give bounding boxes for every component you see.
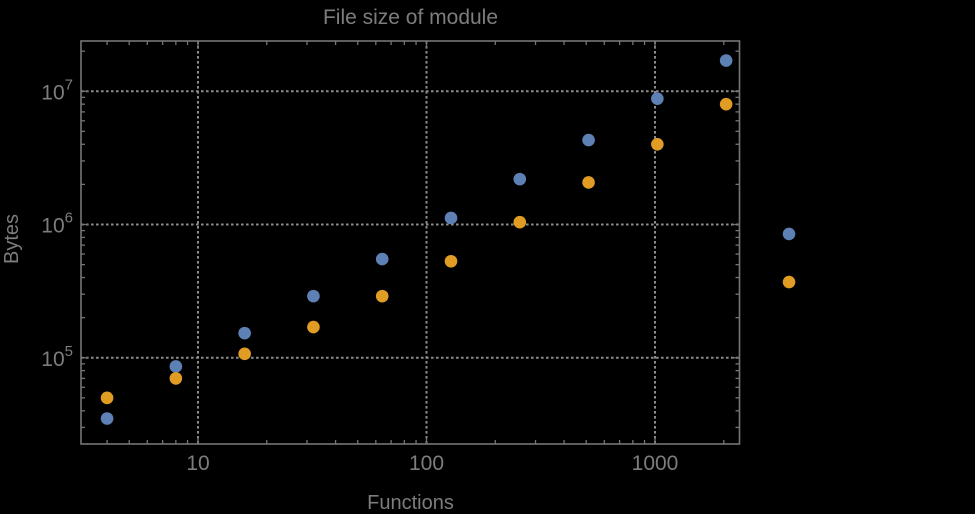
y-tick-label-10^7: 107	[41, 76, 73, 104]
data-point-series-blue	[444, 211, 458, 225]
data-point-series-blue	[782, 227, 796, 241]
x-tick-label-1000: 1000	[632, 452, 679, 475]
data-point-series-orange	[782, 275, 796, 289]
data-point-series-orange	[582, 176, 595, 189]
data-point-series-blue	[582, 133, 595, 147]
data-point-series-blue	[100, 412, 114, 425]
data-point-series-orange	[375, 289, 389, 303]
data-point-series-orange	[307, 320, 320, 334]
data-point-series-orange	[169, 372, 183, 385]
data-point-series-orange	[238, 347, 251, 361]
x-tick-label-10: 10	[186, 452, 209, 475]
data-point-series-orange	[444, 254, 458, 268]
data-point-series-blue	[719, 54, 733, 67]
plot-frame	[80, 40, 741, 445]
data-point-series-blue	[307, 289, 320, 303]
data-point-series-orange	[719, 97, 733, 111]
data-point-series-blue	[169, 360, 183, 373]
y-tick-label-10^5: 105	[41, 343, 73, 371]
data-point-series-blue	[513, 172, 527, 186]
chart-title: File size of module	[322, 6, 499, 29]
data-point-series-blue	[375, 252, 389, 266]
y-tick-label-10^6: 106	[41, 210, 73, 238]
data-point-series-blue	[651, 92, 664, 105]
x-tick-label-100: 100	[409, 452, 444, 475]
data-point-series-orange	[100, 391, 114, 405]
data-point-series-orange	[513, 215, 527, 229]
data-point-series-blue	[238, 326, 251, 340]
data-point-series-orange	[651, 137, 664, 151]
x-axis-label: Functions	[367, 492, 454, 514]
